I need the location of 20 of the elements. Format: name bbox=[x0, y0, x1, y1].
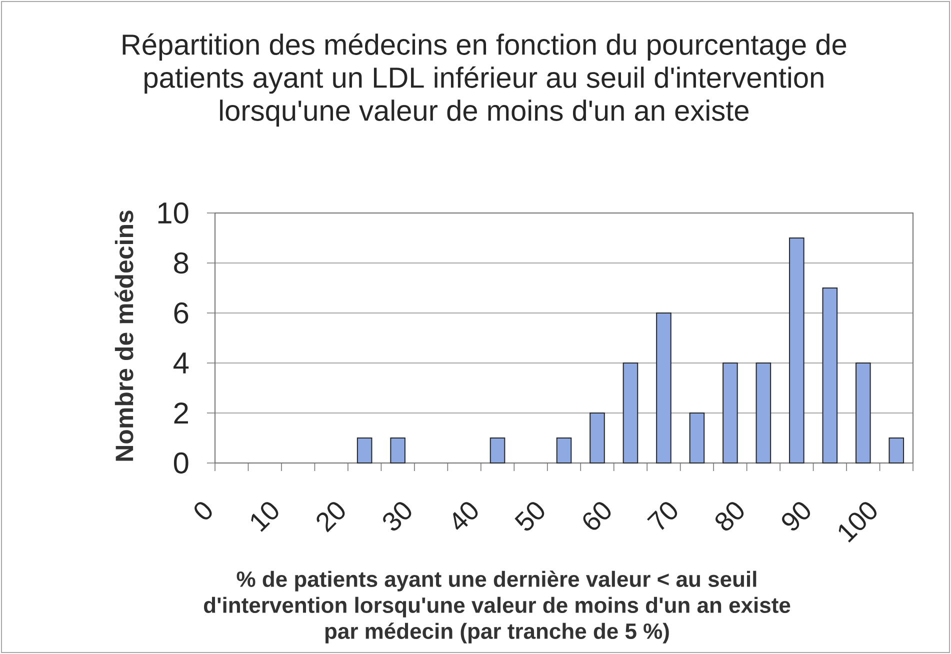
x-tick-label: 20 bbox=[316, 502, 345, 532]
y-tick-label: 4 bbox=[173, 352, 189, 374]
x-tick-label: 70 bbox=[647, 502, 678, 530]
x-tick-label: 90 bbox=[782, 502, 810, 530]
x-tick-label: 40 bbox=[453, 502, 478, 530]
y-tick-label: 2 bbox=[174, 402, 188, 424]
y-tick-label: 0 bbox=[174, 452, 188, 474]
y-tick-label: 6 bbox=[174, 302, 188, 324]
y-tick-label: 8 bbox=[174, 252, 188, 274]
x-tick-label: 30 bbox=[383, 502, 412, 530]
x-axis-title: % de patients ayant une dernière valeur < au seuil d'intervention lorsqu'une valeur de moins d'un an existe par médecin (par tranche de 5 %) bbox=[204, 570, 790, 644]
y-axis-title: Nombre de médecins bbox=[114, 210, 134, 461]
x-tick-label: 50 bbox=[514, 502, 544, 531]
x-tick-label: 100 bbox=[838, 502, 876, 542]
y-tick-label: 10 bbox=[158, 202, 188, 224]
x-tick-label: 10 bbox=[251, 502, 278, 532]
chart-title: Répartition des médecins en fonction du pourcentage de patients ayant un LDL inférieur au seuil d'intervention lorsqu'une valeur de moins d'un an existe bbox=[122, 33, 846, 127]
x-tick-label: 60 bbox=[583, 502, 611, 530]
x-tick-label: 80 bbox=[716, 502, 744, 530]
x-tick-label: 0 bbox=[194, 502, 212, 520]
